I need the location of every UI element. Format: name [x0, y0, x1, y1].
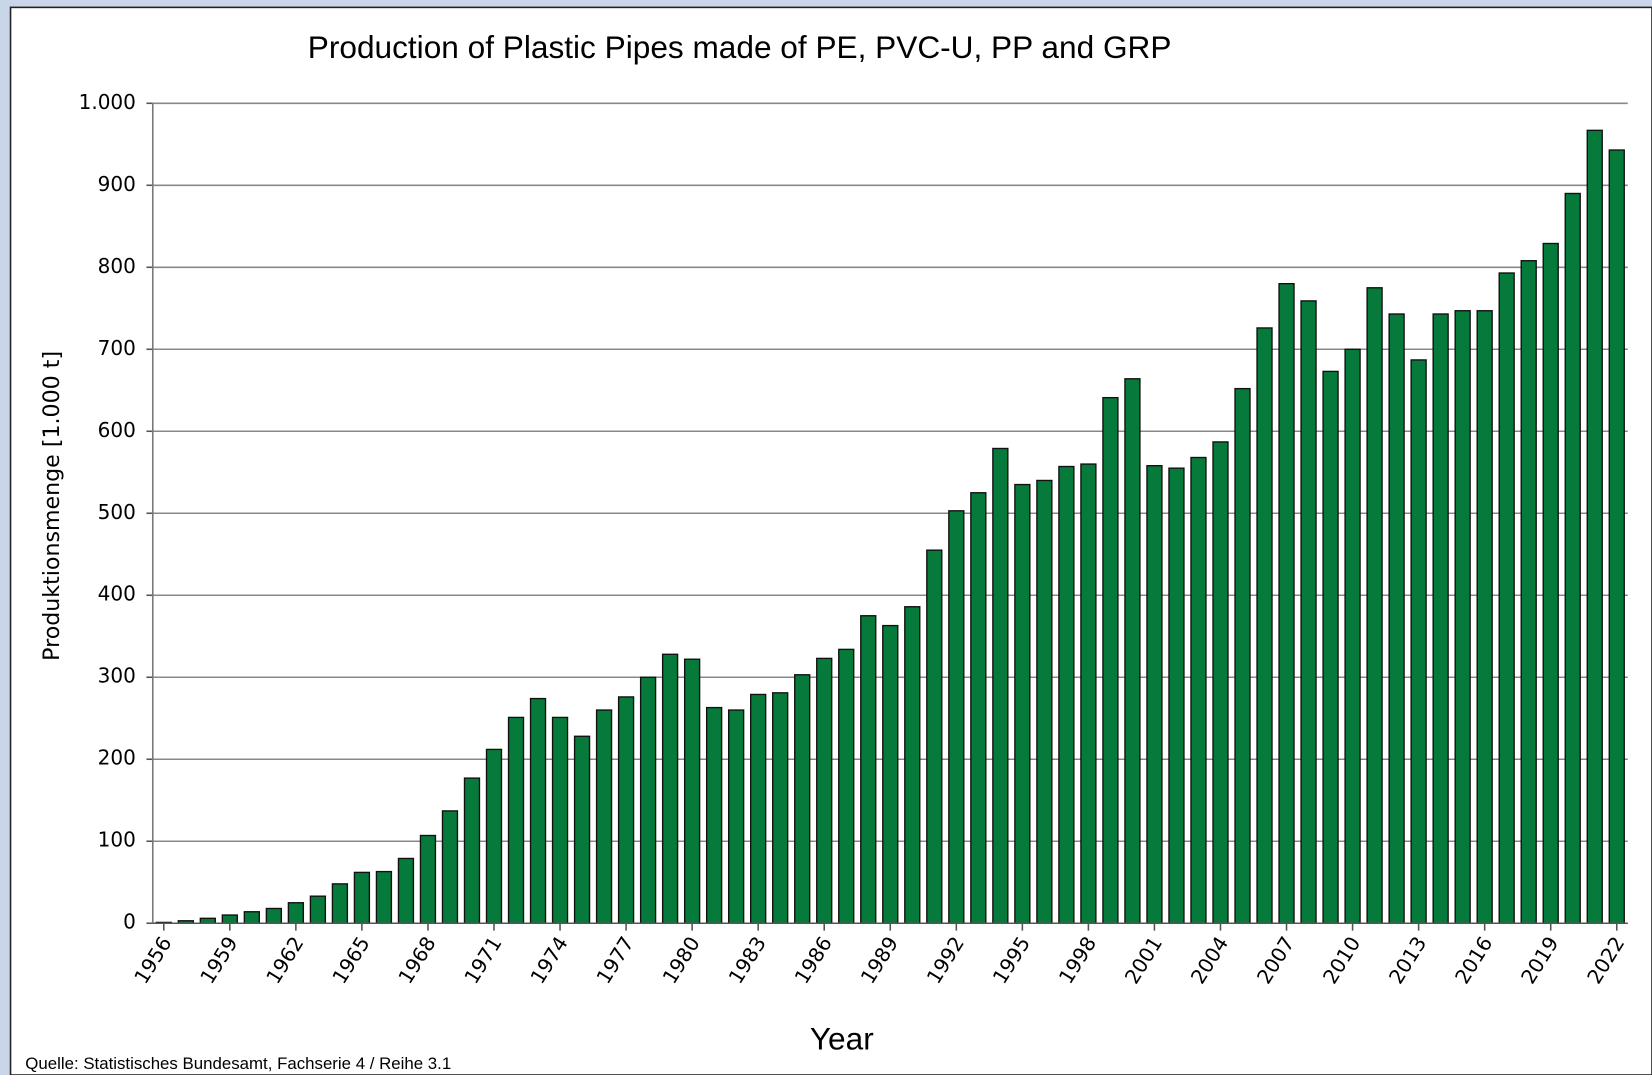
bar: [353, 871, 371, 924]
bar: [595, 709, 613, 924]
bar: [882, 624, 899, 924]
bar: [1146, 465, 1163, 924]
y-tick-label: 800: [98, 254, 136, 278]
bar: [794, 674, 811, 924]
bar: [463, 777, 481, 924]
bar: [860, 615, 877, 924]
bar: [727, 709, 745, 924]
bar: [1542, 242, 1559, 924]
bar: [816, 657, 833, 924]
bar: [639, 676, 657, 924]
bar: [1322, 370, 1339, 924]
bar: [1344, 348, 1361, 924]
bar: [1124, 378, 1141, 924]
bar: [970, 492, 987, 924]
bar: [1256, 327, 1273, 924]
y-tick-label: 100: [98, 828, 136, 852]
y-tick-label: 500: [98, 500, 136, 524]
bar: [1454, 310, 1471, 924]
bar: [1080, 463, 1097, 924]
bar: [904, 606, 921, 924]
bar: [1234, 387, 1251, 924]
bar: [331, 883, 349, 924]
bar: [1212, 441, 1229, 924]
bar: [1102, 396, 1119, 924]
bar: [1366, 287, 1383, 924]
bar: [507, 716, 525, 924]
x-axis-label: Year: [810, 1021, 874, 1057]
y-tick-label: 400: [98, 582, 136, 606]
bar: [1388, 313, 1405, 924]
bar: [1058, 465, 1075, 924]
bar: [243, 911, 261, 924]
bar: [441, 810, 459, 924]
bar: [948, 510, 965, 924]
bar: [287, 902, 305, 924]
bar: [750, 693, 767, 924]
bar: [1476, 310, 1493, 924]
bar: [1608, 149, 1625, 924]
bar: [485, 748, 503, 924]
y-axis-label: Produktionsmenge [1.000 t]: [39, 351, 65, 661]
bar: [838, 648, 855, 924]
y-tick-label: 200: [98, 746, 136, 770]
bar: [1300, 300, 1317, 924]
bar: [1498, 272, 1515, 924]
bar: [1036, 479, 1053, 924]
y-tick-label: 900: [98, 172, 136, 196]
bar: [397, 857, 415, 924]
bar: [1564, 192, 1581, 924]
y-tick-label: 1.000: [79, 90, 136, 114]
bar: [661, 653, 679, 924]
bar: [309, 895, 327, 924]
bar: [1014, 483, 1031, 924]
bar: [683, 658, 701, 924]
bar: [529, 697, 547, 924]
bar: [772, 692, 789, 924]
chart-title: Production of Plastic Pipes made of PE, …: [308, 29, 1172, 65]
y-tick-label: 700: [98, 336, 136, 360]
bar: [375, 870, 393, 924]
y-tick-label: 300: [98, 664, 136, 688]
bar: [419, 834, 437, 924]
y-tick-label: 0: [123, 910, 136, 934]
bar: [1278, 282, 1295, 924]
bar: [551, 716, 569, 924]
bar: [1432, 313, 1449, 924]
bar: [573, 735, 591, 924]
bar: [992, 447, 1009, 924]
source-note: Quelle: Statistisches Bundesamt, Fachser…: [25, 1054, 451, 1073]
bar: [1168, 467, 1185, 924]
bar: [221, 914, 238, 924]
bar: [1586, 129, 1603, 924]
bar: [1410, 359, 1427, 924]
bar: [1190, 456, 1207, 924]
bar: [926, 549, 943, 924]
bar: [617, 696, 635, 924]
bar: [705, 706, 723, 924]
bar: [1520, 260, 1537, 924]
bar: [265, 907, 283, 924]
y-tick-label: 600: [98, 418, 136, 442]
